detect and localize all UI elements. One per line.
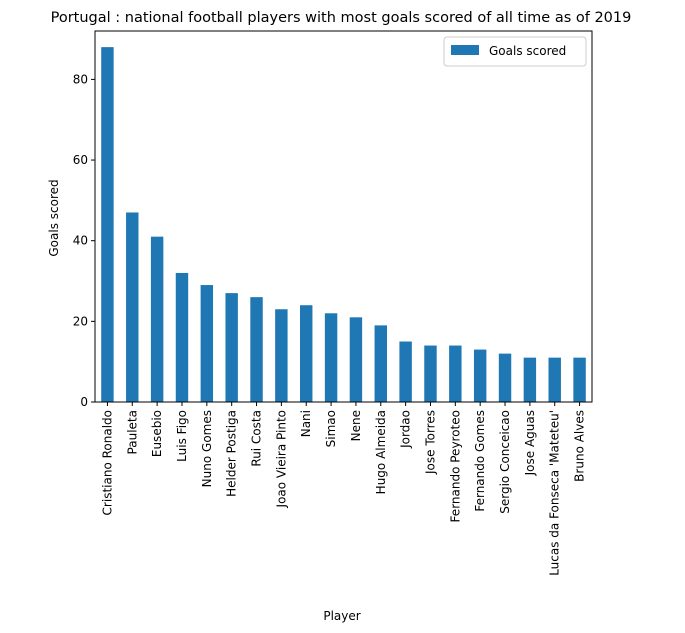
y-tick-label: 40 bbox=[73, 234, 88, 248]
bar bbox=[275, 309, 288, 402]
x-tick-label: Sergio Conceicao bbox=[498, 410, 512, 514]
legend: Goals scored bbox=[443, 36, 587, 67]
bar bbox=[349, 317, 363, 402]
bar bbox=[250, 297, 263, 402]
x-tick-label: Eusebio bbox=[150, 410, 164, 457]
bar bbox=[300, 305, 313, 402]
bar bbox=[473, 349, 487, 402]
y-tick-label: 0 bbox=[80, 395, 88, 409]
x-tick-label: Jose Torres bbox=[423, 410, 437, 475]
x-tick-label: Nani bbox=[299, 410, 313, 437]
bar bbox=[324, 313, 338, 402]
x-tick-label: Nuno Gomes bbox=[200, 410, 214, 487]
bar bbox=[225, 293, 238, 402]
bar bbox=[200, 285, 214, 402]
x-tick-label: Hugo Almeida bbox=[374, 410, 388, 494]
x-axis-label: Player bbox=[323, 609, 360, 623]
x-tick-label: Helder Postiga bbox=[225, 410, 239, 497]
bar bbox=[573, 357, 586, 402]
x-tick-label: Simao bbox=[324, 410, 338, 447]
x-tick-label: Fernando Peyroteo bbox=[448, 410, 462, 522]
bar bbox=[424, 345, 437, 402]
legend-label: Goals scored bbox=[489, 44, 566, 58]
x-axis: Cristiano Ronaldo Pauleta Eusebio Luis Figo… bbox=[100, 402, 587, 576]
bar bbox=[548, 357, 561, 402]
y-axis-label: Goals scored bbox=[47, 179, 61, 256]
x-tick-label: Pauleta bbox=[125, 410, 139, 454]
y-axis: 0 20 40 60 80 bbox=[73, 72, 95, 409]
x-tick-label: Nene bbox=[349, 410, 363, 441]
x-tick-label: Cristiano Ronaldo bbox=[100, 410, 114, 515]
x-tick-label: Jordao bbox=[399, 410, 413, 449]
bar bbox=[150, 236, 164, 402]
y-tick-label: 20 bbox=[73, 314, 88, 328]
x-tick-label: Fernando Gomes bbox=[473, 410, 487, 512]
legend-box bbox=[443, 36, 587, 67]
y-tick-label: 60 bbox=[73, 153, 88, 167]
bar bbox=[399, 341, 412, 402]
x-tick-label: Bruno Alves bbox=[573, 410, 587, 482]
x-tick-label: Jose Aguas bbox=[523, 410, 537, 476]
x-tick-label: Rui Costa bbox=[250, 410, 264, 467]
bar bbox=[498, 353, 512, 402]
x-tick-label: Joao Vieira Pinto bbox=[274, 410, 288, 508]
bar bbox=[175, 272, 189, 402]
plot-area bbox=[94, 30, 593, 403]
x-tick-label: Luis Figo bbox=[175, 410, 189, 462]
y-tick-label: 80 bbox=[73, 72, 88, 86]
plot-frame bbox=[94, 30, 593, 403]
x-tick-label: Lucas da Fonseca 'Mateteu' bbox=[548, 410, 562, 576]
bar bbox=[449, 345, 462, 402]
chart-title: Portugal : national football players wit… bbox=[51, 10, 632, 26]
bar bbox=[523, 357, 537, 402]
bar bbox=[126, 212, 139, 402]
legend-swatch bbox=[451, 45, 479, 55]
bar bbox=[101, 47, 114, 403]
bar bbox=[374, 325, 387, 402]
